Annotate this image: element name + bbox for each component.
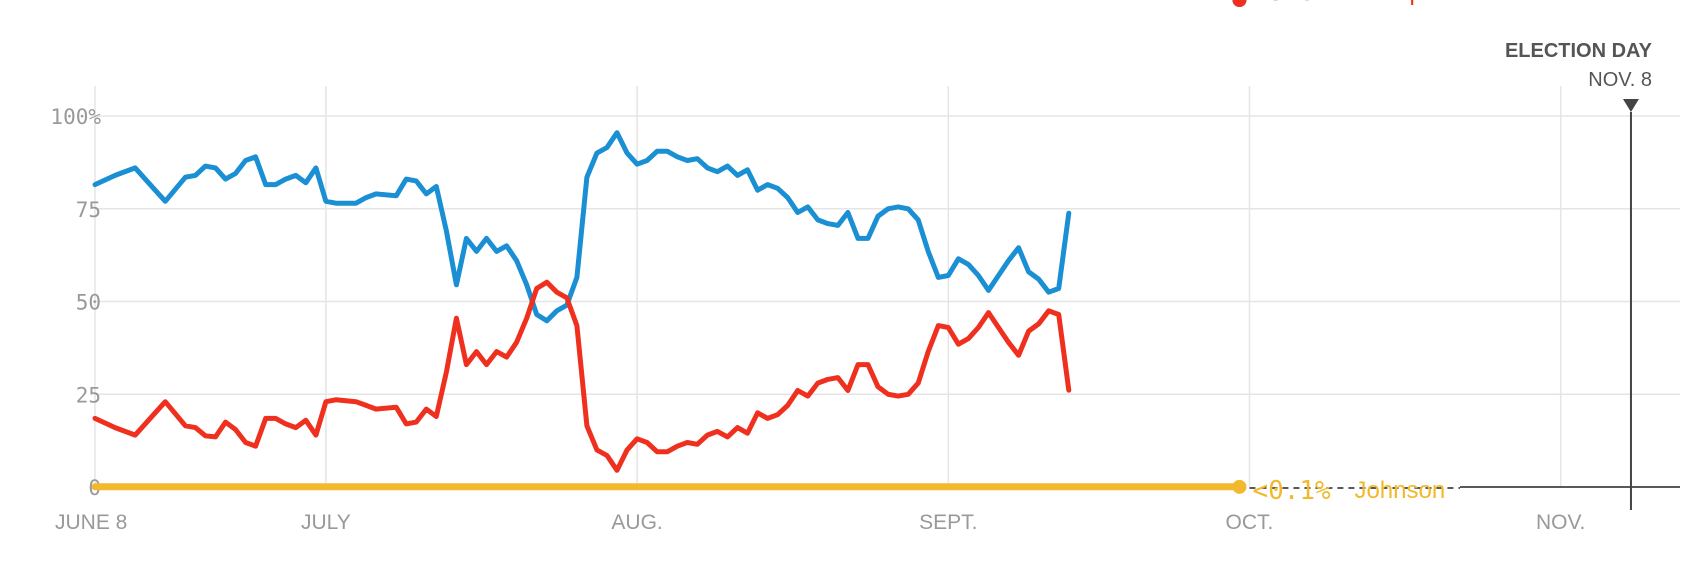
x-tick-label: NOV. [1536,511,1585,534]
end-value-trump: 26.1% [1252,0,1331,7]
x-tick-label: OCT. [1226,511,1274,534]
series-line-clinton [92,130,1072,324]
end-value-johnson: <0.1% [1252,476,1331,506]
end-labels-layer: 73.8% Clinton 26.1% Trump <0.1% Johnson [1252,0,1445,506]
end-dot-johnson [1232,479,1247,494]
end-name-clinton: Clinton [1354,0,1429,6]
y-tick-label: 100% [50,105,101,129]
series-layer [91,0,1247,494]
y-tick-label: 25 [76,383,101,407]
x-axis-ticks: JUNE 8 JULY AUG. SEPT. OCT. NOV. [55,511,1585,534]
election-day-annotation: ELECTION DAY NOV. 8 [1505,40,1653,510]
x-tick-label: JUNE 8 [55,511,127,534]
end-name-trump: Trump [1354,0,1422,6]
grid-layer [94,86,1680,489]
y-tick-label: 50 [76,291,101,315]
series-line-trump [92,279,1072,473]
x-tick-label: AUG. [611,511,662,534]
end-name-johnson: Johnson [1354,477,1445,504]
end-dot-trump [1232,0,1247,7]
x-tick-label: SEPT. [919,511,977,534]
election-day-date: NOV. 8 [1588,69,1652,91]
x-tick-label: JULY [301,511,351,534]
election-day-marker [1622,99,1639,112]
election-day-title: ELECTION DAY [1505,40,1653,62]
end-value-clinton: 73.8% [1252,0,1331,7]
y-tick-label: 75 [76,198,101,222]
